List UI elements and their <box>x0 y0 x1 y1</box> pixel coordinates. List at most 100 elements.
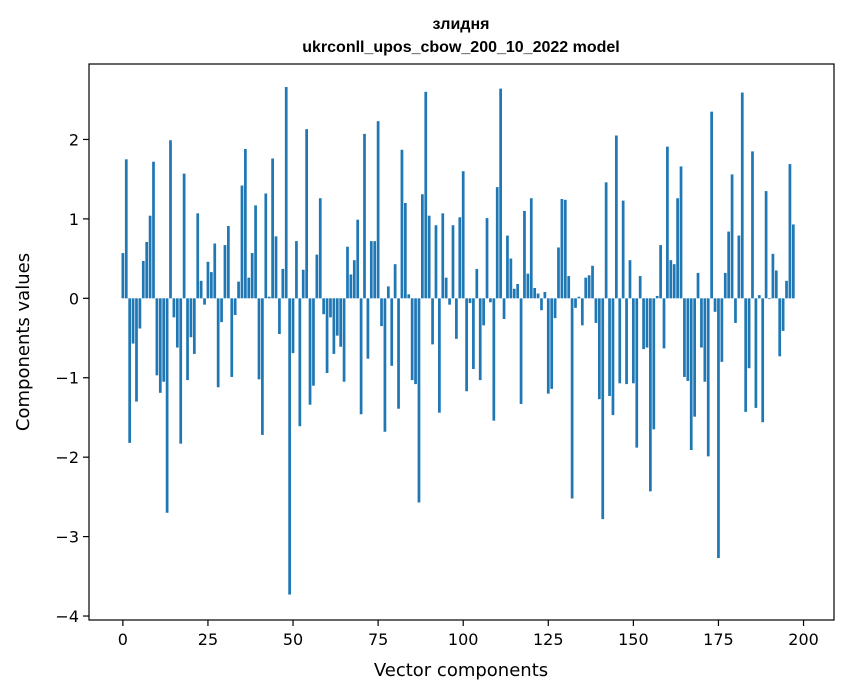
bar-82 <box>400 149 404 299</box>
bar-120 <box>529 198 533 299</box>
bar-72 <box>366 298 370 359</box>
bar-128 <box>557 247 560 299</box>
bar-168 <box>693 298 696 417</box>
bar-95 <box>444 277 448 299</box>
y-tick-label: −4 <box>55 607 79 626</box>
bar-66 <box>346 246 349 299</box>
bar-190 <box>768 298 771 300</box>
bar-20 <box>189 298 193 338</box>
bar-77 <box>383 298 387 432</box>
bar-170 <box>700 298 703 348</box>
x-axis-ticks: 0 25 50 75 100 125 150 175 200 <box>118 620 819 649</box>
bar-12 <box>162 298 166 382</box>
bar-89 <box>424 91 428 299</box>
bar-7 <box>145 241 149 299</box>
bar-118 <box>523 210 526 299</box>
bar-67 <box>349 274 353 299</box>
x-tick-label: 0 <box>118 630 128 649</box>
bar-21 <box>192 298 196 354</box>
bar-83 <box>403 203 407 299</box>
bar-91 <box>431 298 434 345</box>
bar-139 <box>594 298 598 323</box>
bar-61 <box>329 298 332 318</box>
bar-197 <box>791 224 795 299</box>
bar-109 <box>492 298 496 421</box>
bar-17 <box>179 298 183 444</box>
bar-32 <box>230 298 234 377</box>
bar-1 <box>124 159 128 299</box>
bar-48 <box>284 87 288 299</box>
bar-123 <box>540 298 543 311</box>
bar-63 <box>335 298 339 336</box>
bar-3 <box>131 298 135 344</box>
bar-60 <box>325 298 329 373</box>
bar-125 <box>546 298 550 394</box>
bar-50 <box>291 298 295 354</box>
bar-111 <box>499 88 502 299</box>
bar-117 <box>519 298 523 404</box>
bar-153 <box>642 298 645 350</box>
bar-176 <box>720 298 724 362</box>
bars-group <box>121 87 795 595</box>
bar-96 <box>448 298 451 305</box>
bar-144 <box>611 298 615 416</box>
bar-142 <box>604 182 608 299</box>
bar-147 <box>621 200 625 299</box>
bar-27 <box>213 243 217 299</box>
bar-162 <box>672 264 676 299</box>
y-tick-label: −2 <box>55 448 79 467</box>
bar-161 <box>669 260 673 299</box>
bar-106 <box>482 298 485 326</box>
bar-53 <box>301 269 305 299</box>
bar-105 <box>478 298 482 381</box>
bar-43 <box>267 296 271 299</box>
bar-26 <box>209 272 213 299</box>
bar-155 <box>649 298 652 492</box>
bar-127 <box>553 298 557 319</box>
bar-187 <box>757 295 761 299</box>
bar-172 <box>706 298 710 457</box>
bar-143 <box>608 298 611 397</box>
bar-46 <box>278 298 281 335</box>
bar-29 <box>220 298 223 323</box>
bar-186 <box>754 298 758 408</box>
bar-171 <box>703 298 707 382</box>
bar-78 <box>386 286 390 299</box>
bar-87 <box>417 298 421 503</box>
bar-76 <box>380 298 383 327</box>
bar-121 <box>533 287 537 299</box>
bar-2 <box>128 298 132 443</box>
bar-164 <box>679 166 683 299</box>
bar-119 <box>526 273 530 299</box>
bar-185 <box>751 151 754 299</box>
bar-55 <box>308 298 312 405</box>
bar-131 <box>567 276 571 299</box>
x-tick-label: 175 <box>703 630 734 649</box>
x-tick-label: 150 <box>618 630 649 649</box>
y-tick-label: −1 <box>55 369 79 388</box>
bar-145 <box>614 135 618 299</box>
bar-19 <box>186 298 189 381</box>
bar-102 <box>468 298 472 304</box>
bar-90 <box>427 215 431 299</box>
y-tick-label: 2 <box>69 130 79 149</box>
bar-15 <box>172 298 176 318</box>
bar-68 <box>352 260 356 299</box>
bar-173 <box>710 111 714 299</box>
y-axis-ticks: −4 −3 −2 −1 0 1 2 <box>55 130 89 626</box>
bar-93 <box>438 298 441 413</box>
bar-180 <box>734 298 737 323</box>
bar-52 <box>298 298 302 427</box>
x-tick-label: 75 <box>368 630 388 649</box>
bar-62 <box>332 298 336 354</box>
bar-74 <box>373 241 377 299</box>
x-tick-label: 100 <box>448 630 479 649</box>
bar-149 <box>628 260 632 299</box>
bar-178 <box>727 231 731 299</box>
bar-5 <box>138 298 142 329</box>
bar-49 <box>288 298 291 595</box>
bar-104 <box>475 268 479 299</box>
bar-98 <box>455 298 458 339</box>
bar-193 <box>778 298 782 357</box>
